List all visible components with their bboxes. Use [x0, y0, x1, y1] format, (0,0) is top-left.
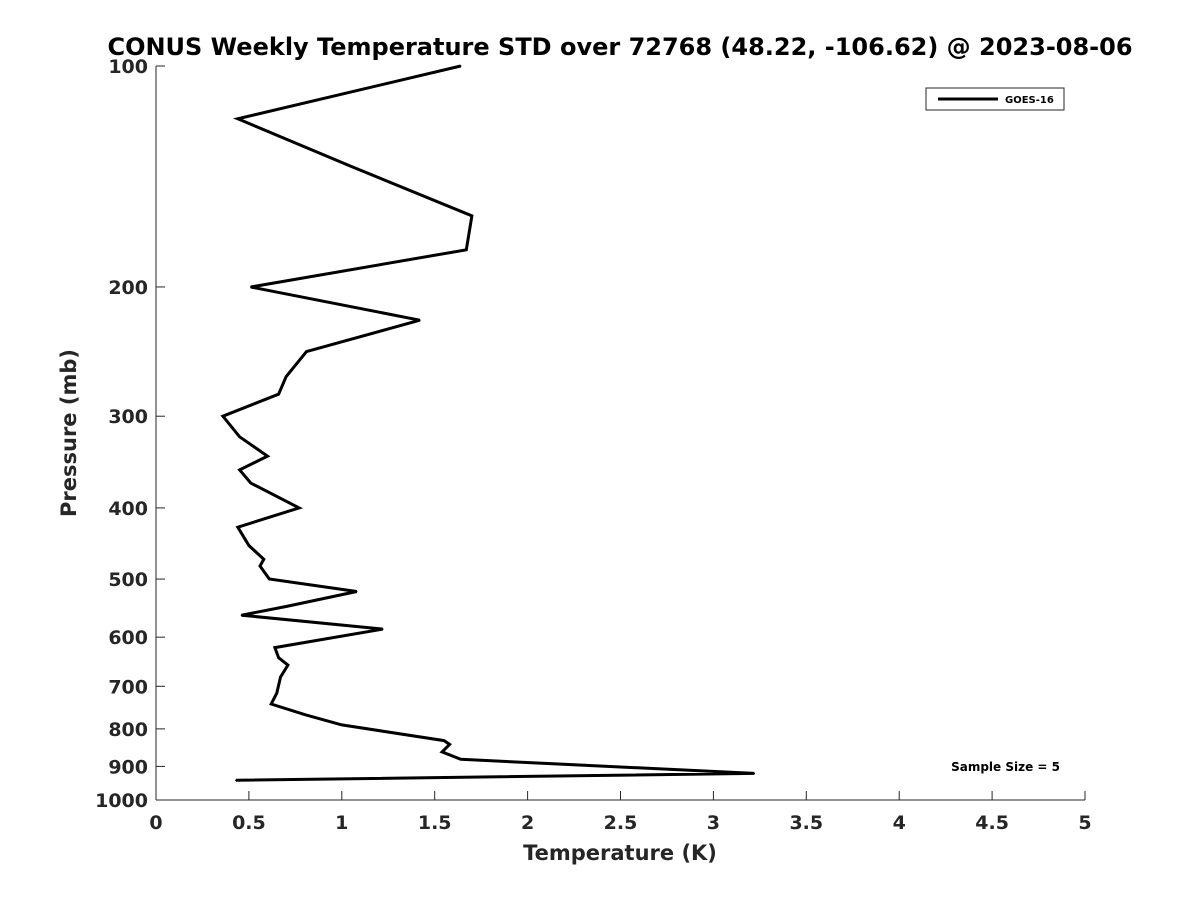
- data-point: [441, 751, 443, 753]
- chart-title: CONUS Weekly Temperature STD over 72768 …: [107, 33, 1132, 61]
- data-point: [240, 614, 243, 616]
- data-point: [259, 565, 261, 567]
- data-point: [443, 739, 445, 742]
- y-tick-label: 400: [108, 498, 148, 520]
- y-tick-label: 700: [108, 676, 148, 698]
- data-point: [419, 319, 421, 322]
- data-point: [276, 692, 278, 694]
- data-point: [248, 544, 250, 547]
- y-tick-label: 200: [108, 277, 148, 299]
- data-point: [250, 286, 252, 288]
- x-axis-ticks: 0 0.5 1 1.5 2 2.5 3 3.5 4 4.5 5: [149, 791, 1092, 834]
- data-point: [238, 469, 241, 471]
- data-point: [277, 393, 280, 396]
- x-tick-label: 2.5: [604, 812, 638, 834]
- y-axis-ticks: 100 200 300 400 500 600 700 800 900 1000: [95, 56, 165, 812]
- data-point: [270, 703, 273, 705]
- x-tick-label: 3: [707, 812, 720, 834]
- x-tick-label: 1: [335, 812, 348, 834]
- data-point: [263, 558, 265, 561]
- data-point: [448, 743, 451, 746]
- data-point: [465, 249, 468, 251]
- data-point: [285, 605, 287, 608]
- data-point: [274, 646, 276, 649]
- y-tick-label: 500: [108, 569, 148, 591]
- x-tick-label: 4.5: [975, 812, 1009, 834]
- data-point: [459, 758, 462, 761]
- data-point: [381, 628, 384, 630]
- data-point: [285, 375, 287, 378]
- x-tick-label: 0: [149, 812, 162, 834]
- data-point: [305, 350, 308, 353]
- x-tick-label: 5: [1078, 812, 1091, 834]
- data-point: [237, 526, 239, 528]
- data-point: [471, 215, 473, 217]
- data-point: [279, 676, 282, 678]
- data-point: [459, 65, 462, 67]
- data-point: [235, 779, 237, 782]
- x-tick-label: 2: [521, 812, 534, 834]
- y-tick-label: 600: [108, 627, 148, 649]
- data-point: [341, 724, 343, 726]
- data-point: [250, 482, 252, 484]
- legend-label-goes-16: GOES-16: [1005, 95, 1054, 106]
- x-tick-label: 0.5: [232, 812, 266, 834]
- y-axis-label: Pressure (mb): [57, 349, 81, 517]
- data-point: [350, 165, 352, 168]
- data-point: [268, 578, 271, 580]
- data-point: [238, 436, 241, 438]
- y-tick-label: 1000: [95, 790, 148, 812]
- legend: GOES-16: [925, 87, 1065, 111]
- data-point: [287, 664, 289, 666]
- series-line-goes-16: [220, 64, 755, 782]
- x-tick-label: 1.5: [418, 812, 452, 834]
- data-point: [355, 590, 358, 593]
- plot-area: 0 0.5 1 1.5 2 2.5 3 3.5 4 4.5 5 100 200 300 400 500 600…: [95, 56, 1092, 834]
- data-point: [266, 455, 269, 457]
- y-tick-label: 800: [108, 719, 148, 741]
- y-tick-label: 100: [108, 56, 148, 78]
- series-points-goes-16: [222, 65, 756, 782]
- sample-size-annotation: Sample Size = 5: [951, 760, 1060, 774]
- data-point: [222, 415, 224, 418]
- x-tick-label: 3.5: [789, 812, 823, 834]
- data-point: [298, 507, 300, 509]
- data-point: [277, 656, 280, 659]
- x-tick-label: 4: [893, 812, 906, 834]
- y-tick-label: 900: [108, 756, 148, 778]
- data-point: [237, 118, 239, 120]
- data-point: [303, 713, 306, 716]
- y-tick-label: 300: [108, 406, 148, 428]
- data-point: [753, 772, 756, 775]
- x-axis-label: Temperature (K): [523, 841, 717, 865]
